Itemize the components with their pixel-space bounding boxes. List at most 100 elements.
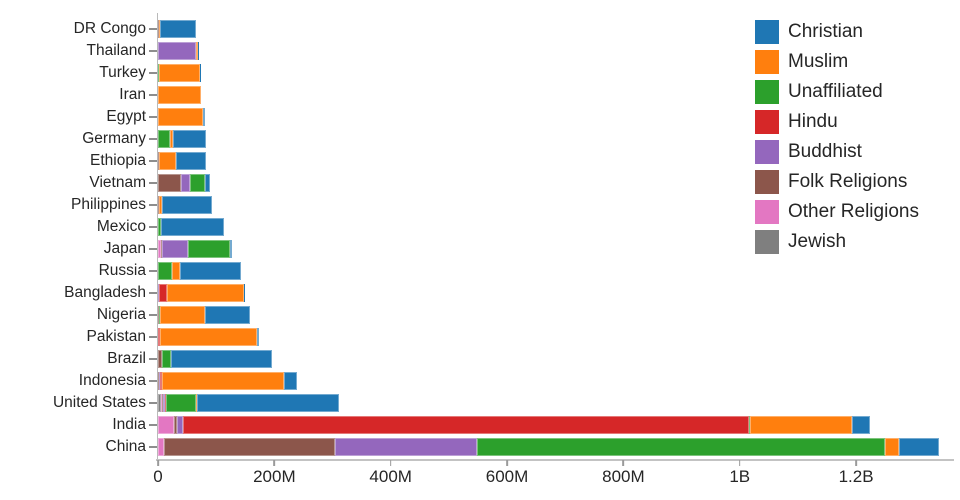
- y-tick-mark: [149, 380, 157, 382]
- stacked-bar: [158, 394, 948, 412]
- y-axis-label: Ethiopia: [89, 152, 146, 169]
- y-tick-mark: [149, 292, 157, 294]
- bar-row: [158, 172, 948, 194]
- y-tick-mark: [149, 138, 157, 140]
- y-tick-mark: [149, 270, 157, 272]
- bar-segment: [158, 350, 162, 368]
- y-tick-mark: [149, 28, 157, 30]
- legend-label: Unaffiliated: [788, 81, 883, 102]
- bar-segment: [195, 394, 198, 412]
- y-tick-mark: [149, 358, 157, 360]
- legend-swatch-icon: [755, 230, 779, 254]
- bar-row: [158, 326, 948, 348]
- bar-segment: [205, 174, 210, 192]
- bar-segment: [161, 196, 213, 214]
- bar-segment: [161, 218, 224, 236]
- bar-segment: [158, 416, 175, 434]
- y-axis-label: Thailand: [86, 42, 146, 59]
- bar-segment: [898, 438, 939, 456]
- bar-segment: [158, 64, 159, 82]
- bar-segment: [164, 394, 166, 412]
- y-axis-label: Turkey: [99, 64, 146, 81]
- bar-segment: [158, 20, 159, 38]
- bar-segment: [158, 174, 182, 192]
- x-axis-ticks: 0 200M 400M 600M 800M 1B 1.2B: [153, 460, 948, 494]
- bar-segment: [195, 42, 198, 60]
- bar-segment: [852, 416, 871, 434]
- y-axis-label: DR Congo: [73, 20, 146, 37]
- bar-segment: [170, 130, 174, 148]
- bar-segment: [173, 130, 206, 148]
- bar-segment: [158, 108, 203, 126]
- bar-segment: [158, 284, 167, 302]
- bar-segment: [170, 350, 272, 368]
- legend-item: Muslim: [755, 50, 919, 74]
- x-tick-mark: [389, 460, 392, 466]
- x-tick-mark: [738, 460, 741, 466]
- bar-segment: [159, 20, 197, 38]
- bar-segment: [171, 262, 181, 280]
- legend-item: Jewish: [755, 230, 919, 254]
- bar-segment: [181, 174, 190, 192]
- bar-segment: [158, 306, 160, 324]
- bar-segment: [158, 152, 159, 170]
- bar-segment: [158, 42, 196, 60]
- bar-segment: [161, 240, 189, 258]
- x-tick-label: 1B: [729, 467, 751, 486]
- y-tick-mark: [149, 424, 157, 426]
- bar-row: [158, 128, 948, 150]
- y-axis-label: Philippines: [71, 196, 146, 213]
- stacked-bar: [158, 240, 948, 258]
- bar-segment: [159, 20, 160, 38]
- legend-swatch-icon: [755, 80, 779, 104]
- y-axis-label: Brazil: [107, 350, 146, 367]
- bar-segment: [189, 174, 206, 192]
- stacked-bar: [158, 108, 948, 126]
- bar-segment: [158, 240, 162, 258]
- bar-segment: [158, 196, 159, 214]
- legend-label: Buddhist: [788, 141, 862, 162]
- x-tick-mark: [855, 460, 857, 466]
- bar-segment: [166, 284, 245, 302]
- bar-segment: [165, 394, 196, 412]
- legend-label: Jewish: [788, 231, 847, 252]
- bar-row: [158, 260, 948, 282]
- stacked-bar: [158, 306, 948, 324]
- stacked-bar: [158, 42, 948, 60]
- bar-segment: [158, 196, 162, 214]
- bar-segment: [180, 262, 242, 280]
- y-axis-label: United States: [52, 394, 146, 411]
- bar-row: [158, 84, 948, 106]
- bar-segment: [884, 438, 899, 456]
- legend-item: Buddhist: [755, 140, 919, 164]
- bar-row: [158, 348, 948, 370]
- y-tick-mark: [149, 446, 157, 448]
- y-tick-mark: [149, 248, 157, 250]
- bar-row: [158, 106, 948, 128]
- y-axis-ticks: [149, 18, 157, 458]
- bar-segment: [174, 416, 178, 434]
- legend-item: Unaffiliated: [755, 80, 919, 104]
- y-tick-mark: [149, 160, 157, 162]
- y-axis-label: Russia: [98, 262, 146, 279]
- bar-segment: [334, 438, 477, 456]
- stacked-bar: [158, 130, 948, 148]
- stacked-bar: [158, 262, 948, 280]
- bar-segment: [159, 372, 162, 390]
- legend-label: Other Religions: [788, 201, 919, 222]
- x-tick-label: 1.2B: [838, 467, 874, 486]
- y-axis-label: Bangladesh: [64, 284, 146, 301]
- x-tick-label: 200M: [253, 467, 296, 486]
- legend-item: Other Religions: [755, 200, 919, 224]
- bar-segment: [202, 108, 206, 126]
- bar-segment: [158, 328, 160, 346]
- y-axis-label: Germany: [82, 130, 146, 147]
- y-tick-mark: [149, 94, 157, 96]
- stacked-bar: [158, 416, 948, 434]
- x-tick-mark: [273, 460, 276, 466]
- bar-segment: [158, 86, 201, 104]
- stacked-bar: [158, 174, 948, 192]
- y-tick-mark: [149, 226, 157, 228]
- y-tick-mark: [149, 182, 157, 184]
